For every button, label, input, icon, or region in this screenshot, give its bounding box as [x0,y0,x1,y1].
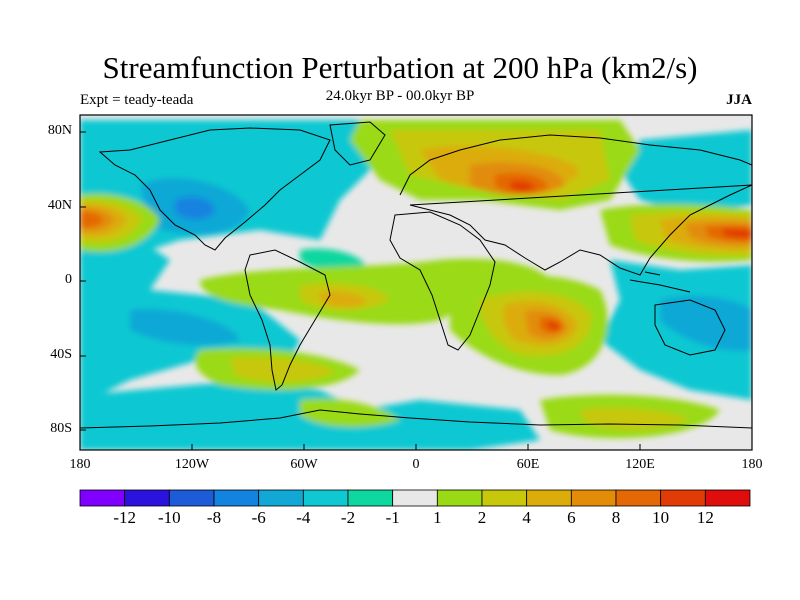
positive-region [230,357,335,383]
season-label: JJA [726,92,752,108]
y-tick-label: 40S [50,347,72,362]
contour-field [80,115,752,450]
negative-region [620,130,752,215]
north-america-outline [98,127,331,251]
africa-outline [389,211,496,351]
colorbar-label: -2 [340,508,356,527]
eurasia-outline [399,134,752,276]
plot-title: Streamfunction Perturbation at 200 hPa (… [102,50,698,85]
negative-region [660,295,752,351]
positive-region [80,211,103,228]
colorbar-box [660,489,706,507]
colorbar-box [704,489,751,507]
x-tick-label: 180 [741,457,763,472]
negative-region [175,196,215,220]
colorbar-label: -1 [385,508,400,527]
negative-region [130,309,240,346]
tick-marks [79,131,753,450]
y-tick-label: 40N [47,198,72,213]
colorbar-box [570,489,617,507]
antarctica-outline [80,409,752,429]
x-tick-label: 120W [174,457,210,472]
x-tick-label: 60W [290,457,318,472]
colorbar-box [302,489,349,507]
y-tick-label: 80N [47,123,72,138]
colorbar-label: 2 [477,508,487,527]
y-tick-label: 0 [65,272,72,287]
colorbar-box [436,489,483,507]
colorbar-box [213,489,260,507]
positive-region [510,180,535,192]
positive-region [320,291,367,308]
colorbar-label: 12 [696,508,714,527]
period-label: 24.0kyr BP - 00.0kyr BP [325,88,475,104]
colorbar-label: -8 [206,508,222,527]
colorbar-box [258,489,304,507]
colorbar-label: 6 [567,508,576,527]
x-tick-label: 180 [69,457,91,472]
colorbar-label: 4 [522,508,531,527]
greenland-outline [329,121,386,166]
colorbar-box [392,489,438,507]
colorbar-box [481,489,528,507]
colorbar-label: -6 [251,508,266,527]
x-tick-label: 0 [412,457,420,472]
colorbar-label: -10 [157,508,181,527]
positive-region [722,228,752,239]
indonesia-outline [629,271,691,293]
y-tick-label: 80S [50,421,72,436]
positive-region [548,321,561,331]
colorbar-box [124,489,170,507]
colorbar-box [79,489,126,507]
colorbar-box [347,489,394,507]
x-tick-label: 120E [625,457,655,472]
colorbar-box [168,489,215,507]
experiment-label: Expt = teady-teada [80,92,194,108]
australia-outline [654,299,726,356]
south-america-outline [244,249,331,391]
colorbar [79,489,751,507]
negative-region [300,248,365,271]
colorbar-box [526,489,572,507]
colorbar-label: -4 [296,508,311,527]
coastlines [80,121,752,429]
colorbar-box [615,489,662,507]
colorbar-label: 8 [611,508,621,527]
x-tick-label: 60E [516,457,540,472]
colorbar-label: -12 [113,508,136,527]
colorbar-label: 1 [433,508,442,527]
colorbar-label: 10 [652,508,670,527]
